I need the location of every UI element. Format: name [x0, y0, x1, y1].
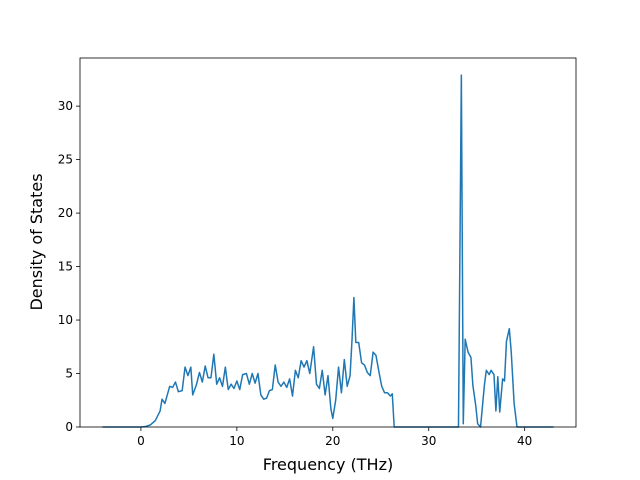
x-tick-label: 20: [325, 434, 340, 448]
y-axis-title: Density of States: [27, 173, 46, 310]
plot-frame: [79, 57, 577, 428]
data-line: [102, 74, 554, 428]
y-tick-label: 10: [58, 313, 73, 327]
y-tick-label: 0: [65, 420, 73, 434]
x-axis-title: Frequency (THz): [263, 455, 393, 474]
x-tick-label: 30: [421, 434, 436, 448]
x-tick-label: 0: [137, 434, 145, 448]
x-tick-label: 40: [517, 434, 532, 448]
x-tick-label: 10: [229, 434, 244, 448]
y-tick-label: 25: [58, 153, 73, 167]
y-tick-label: 5: [65, 367, 73, 381]
y-tick-label: 20: [58, 206, 73, 220]
y-tick-label: 30: [58, 99, 73, 113]
y-tick-label: 15: [58, 260, 73, 274]
